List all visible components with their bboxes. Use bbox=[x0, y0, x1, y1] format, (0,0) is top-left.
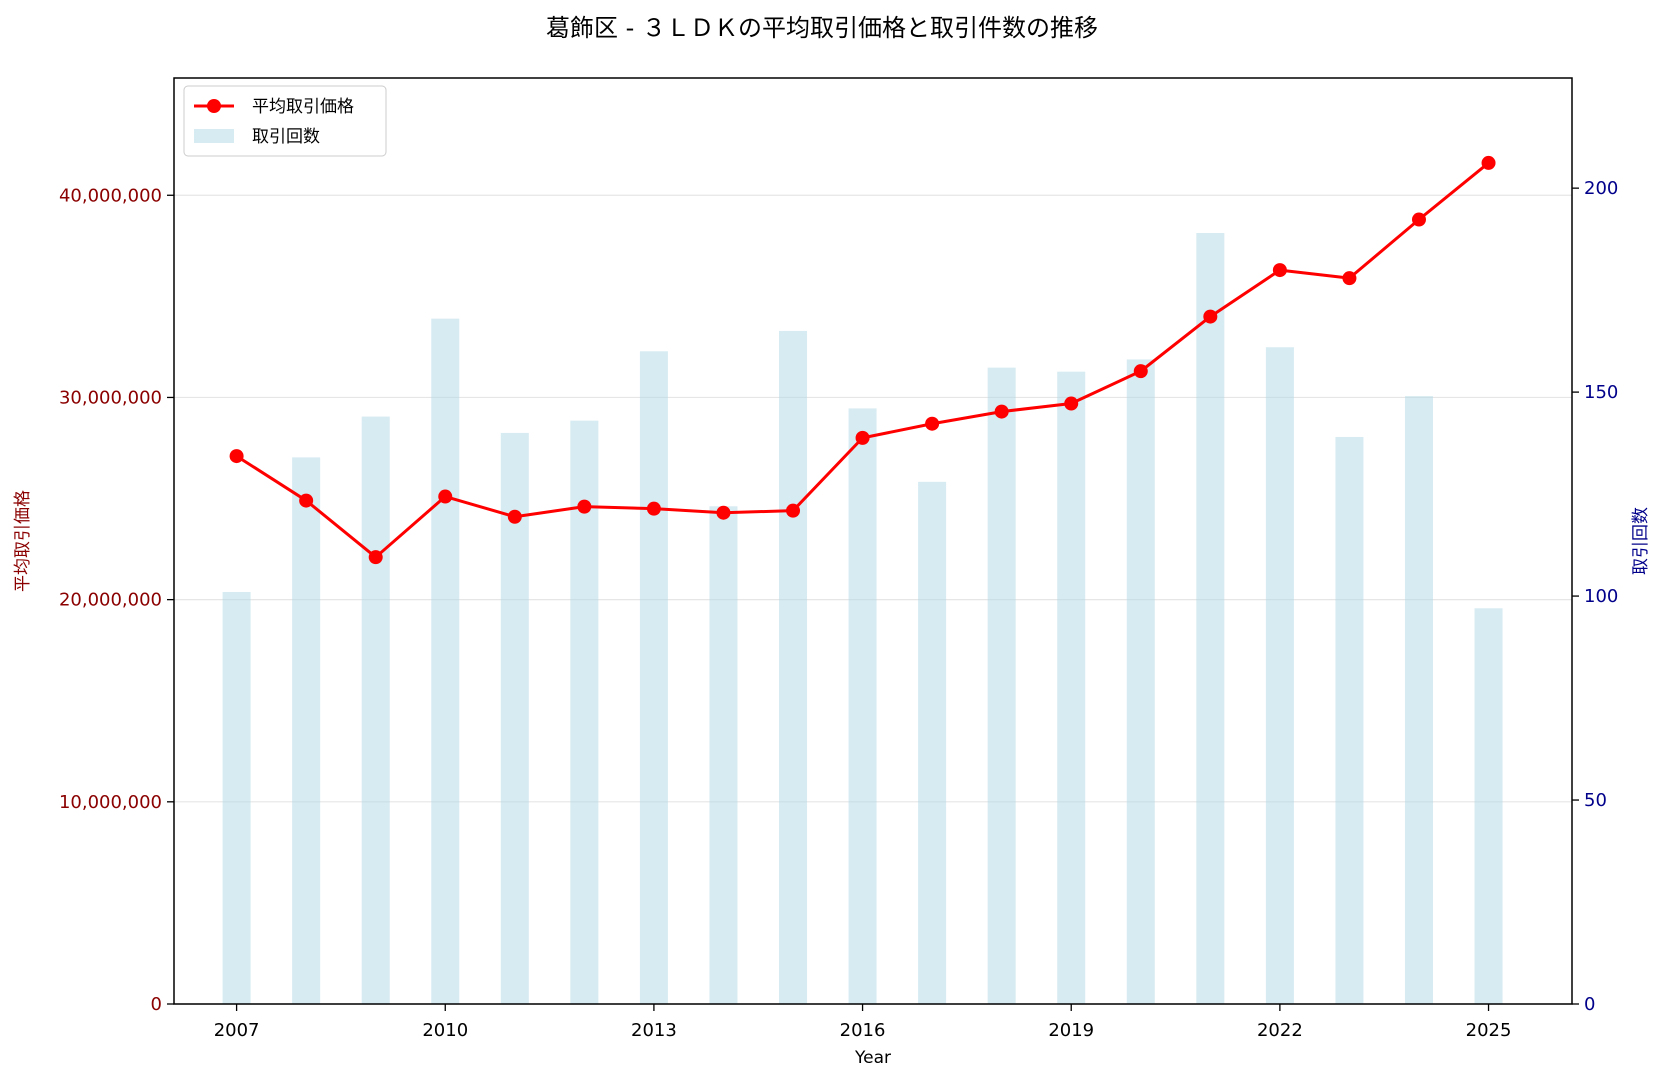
x-tick-label-2019: 2019 bbox=[1048, 1020, 1094, 1041]
point-2010 bbox=[438, 489, 453, 504]
bar-2013 bbox=[639, 351, 668, 1005]
y-axis-right-label: 取引回数 bbox=[1631, 507, 1651, 575]
bar-2009 bbox=[361, 416, 390, 1004]
bar-2014 bbox=[709, 506, 738, 1004]
point-2015 bbox=[786, 503, 801, 518]
legend-bar-swatch bbox=[194, 129, 234, 143]
bar-2015 bbox=[779, 330, 808, 1005]
point-2009 bbox=[368, 550, 383, 565]
point-2017 bbox=[925, 416, 940, 431]
y-right-tick-label-0: 0 bbox=[1584, 994, 1595, 1015]
y-axis-left-ticks: 0 10,000,000 20,000,000 30,000,000 40,000,00… bbox=[59, 185, 174, 1015]
bar-2022 bbox=[1265, 347, 1294, 1004]
legend-box bbox=[183, 85, 387, 157]
bar-2018 bbox=[987, 367, 1016, 1004]
point-2008 bbox=[299, 493, 314, 508]
point-2021 bbox=[1203, 309, 1218, 324]
y-right-tick-label-2: 100 bbox=[1584, 586, 1618, 607]
x-tick-label-2016: 2016 bbox=[840, 1020, 886, 1041]
legend-label-count: 取引回数 bbox=[252, 127, 320, 147]
bar-2011 bbox=[500, 432, 529, 1004]
point-2018 bbox=[994, 404, 1009, 419]
point-2014 bbox=[716, 505, 731, 520]
point-2016 bbox=[855, 430, 870, 445]
bar-2010 bbox=[431, 318, 460, 1004]
count-bars bbox=[222, 233, 1503, 1005]
bar-2024 bbox=[1404, 396, 1433, 1004]
legend-label-price: 平均取引価格 bbox=[252, 97, 354, 117]
x-tick-label-2007: 2007 bbox=[214, 1020, 260, 1041]
x-axis-ticks: 2007 2010 2013 2016 2019 2022 2025 bbox=[214, 1004, 1512, 1041]
bar-2021 bbox=[1196, 233, 1225, 1005]
bar-2016 bbox=[848, 408, 877, 1004]
point-2020 bbox=[1133, 364, 1148, 379]
y-left-tick-label-1: 10,000,000 bbox=[59, 792, 162, 813]
point-2025 bbox=[1481, 155, 1496, 170]
bar-2020 bbox=[1126, 359, 1155, 1004]
y-axis-left-label: 平均取引価格 bbox=[13, 490, 33, 592]
x-tick-label-2010: 2010 bbox=[422, 1020, 468, 1041]
point-2011 bbox=[507, 509, 522, 524]
point-2012 bbox=[577, 499, 592, 514]
y-right-tick-label-1: 50 bbox=[1584, 790, 1607, 811]
bar-2007 bbox=[222, 591, 251, 1004]
point-2013 bbox=[646, 501, 661, 516]
point-2024 bbox=[1411, 212, 1426, 227]
y-left-tick-label-2: 20,000,000 bbox=[59, 590, 162, 611]
plot-frame bbox=[173, 77, 1573, 1005]
bar-2019 bbox=[1057, 371, 1086, 1005]
x-axis-label: Year bbox=[854, 1048, 891, 1068]
bar-2017 bbox=[918, 481, 947, 1004]
point-2022 bbox=[1272, 263, 1287, 278]
y-right-tick-label-3: 150 bbox=[1584, 382, 1618, 403]
bar-2012 bbox=[570, 420, 599, 1005]
y-right-tick-label-4: 200 bbox=[1584, 178, 1618, 199]
legend: 平均取引価格 取引回数 bbox=[183, 85, 387, 157]
y-axis-right-ticks: 0 50 100 150 200 bbox=[1572, 178, 1618, 1015]
y-left-tick-label-3: 30,000,000 bbox=[59, 387, 162, 408]
legend-line-marker bbox=[207, 99, 221, 113]
x-tick-label-2013: 2013 bbox=[631, 1020, 677, 1041]
x-tick-label-2025: 2025 bbox=[1466, 1020, 1512, 1041]
bar-2025 bbox=[1474, 608, 1503, 1004]
chart-title: 葛飾区 - ３ＬＤＫの平均取引価格と取引件数の推移 bbox=[546, 14, 1098, 42]
y-left-tick-label-0: 0 bbox=[151, 994, 162, 1015]
point-2023 bbox=[1342, 271, 1357, 286]
point-2007 bbox=[229, 449, 244, 464]
bar-2008 bbox=[292, 457, 321, 1004]
price-line bbox=[229, 155, 1496, 565]
bar-2023 bbox=[1335, 436, 1364, 1004]
point-2019 bbox=[1064, 396, 1079, 411]
y-left-tick-label-4: 40,000,000 bbox=[59, 185, 162, 206]
x-tick-label-2022: 2022 bbox=[1257, 1020, 1303, 1041]
